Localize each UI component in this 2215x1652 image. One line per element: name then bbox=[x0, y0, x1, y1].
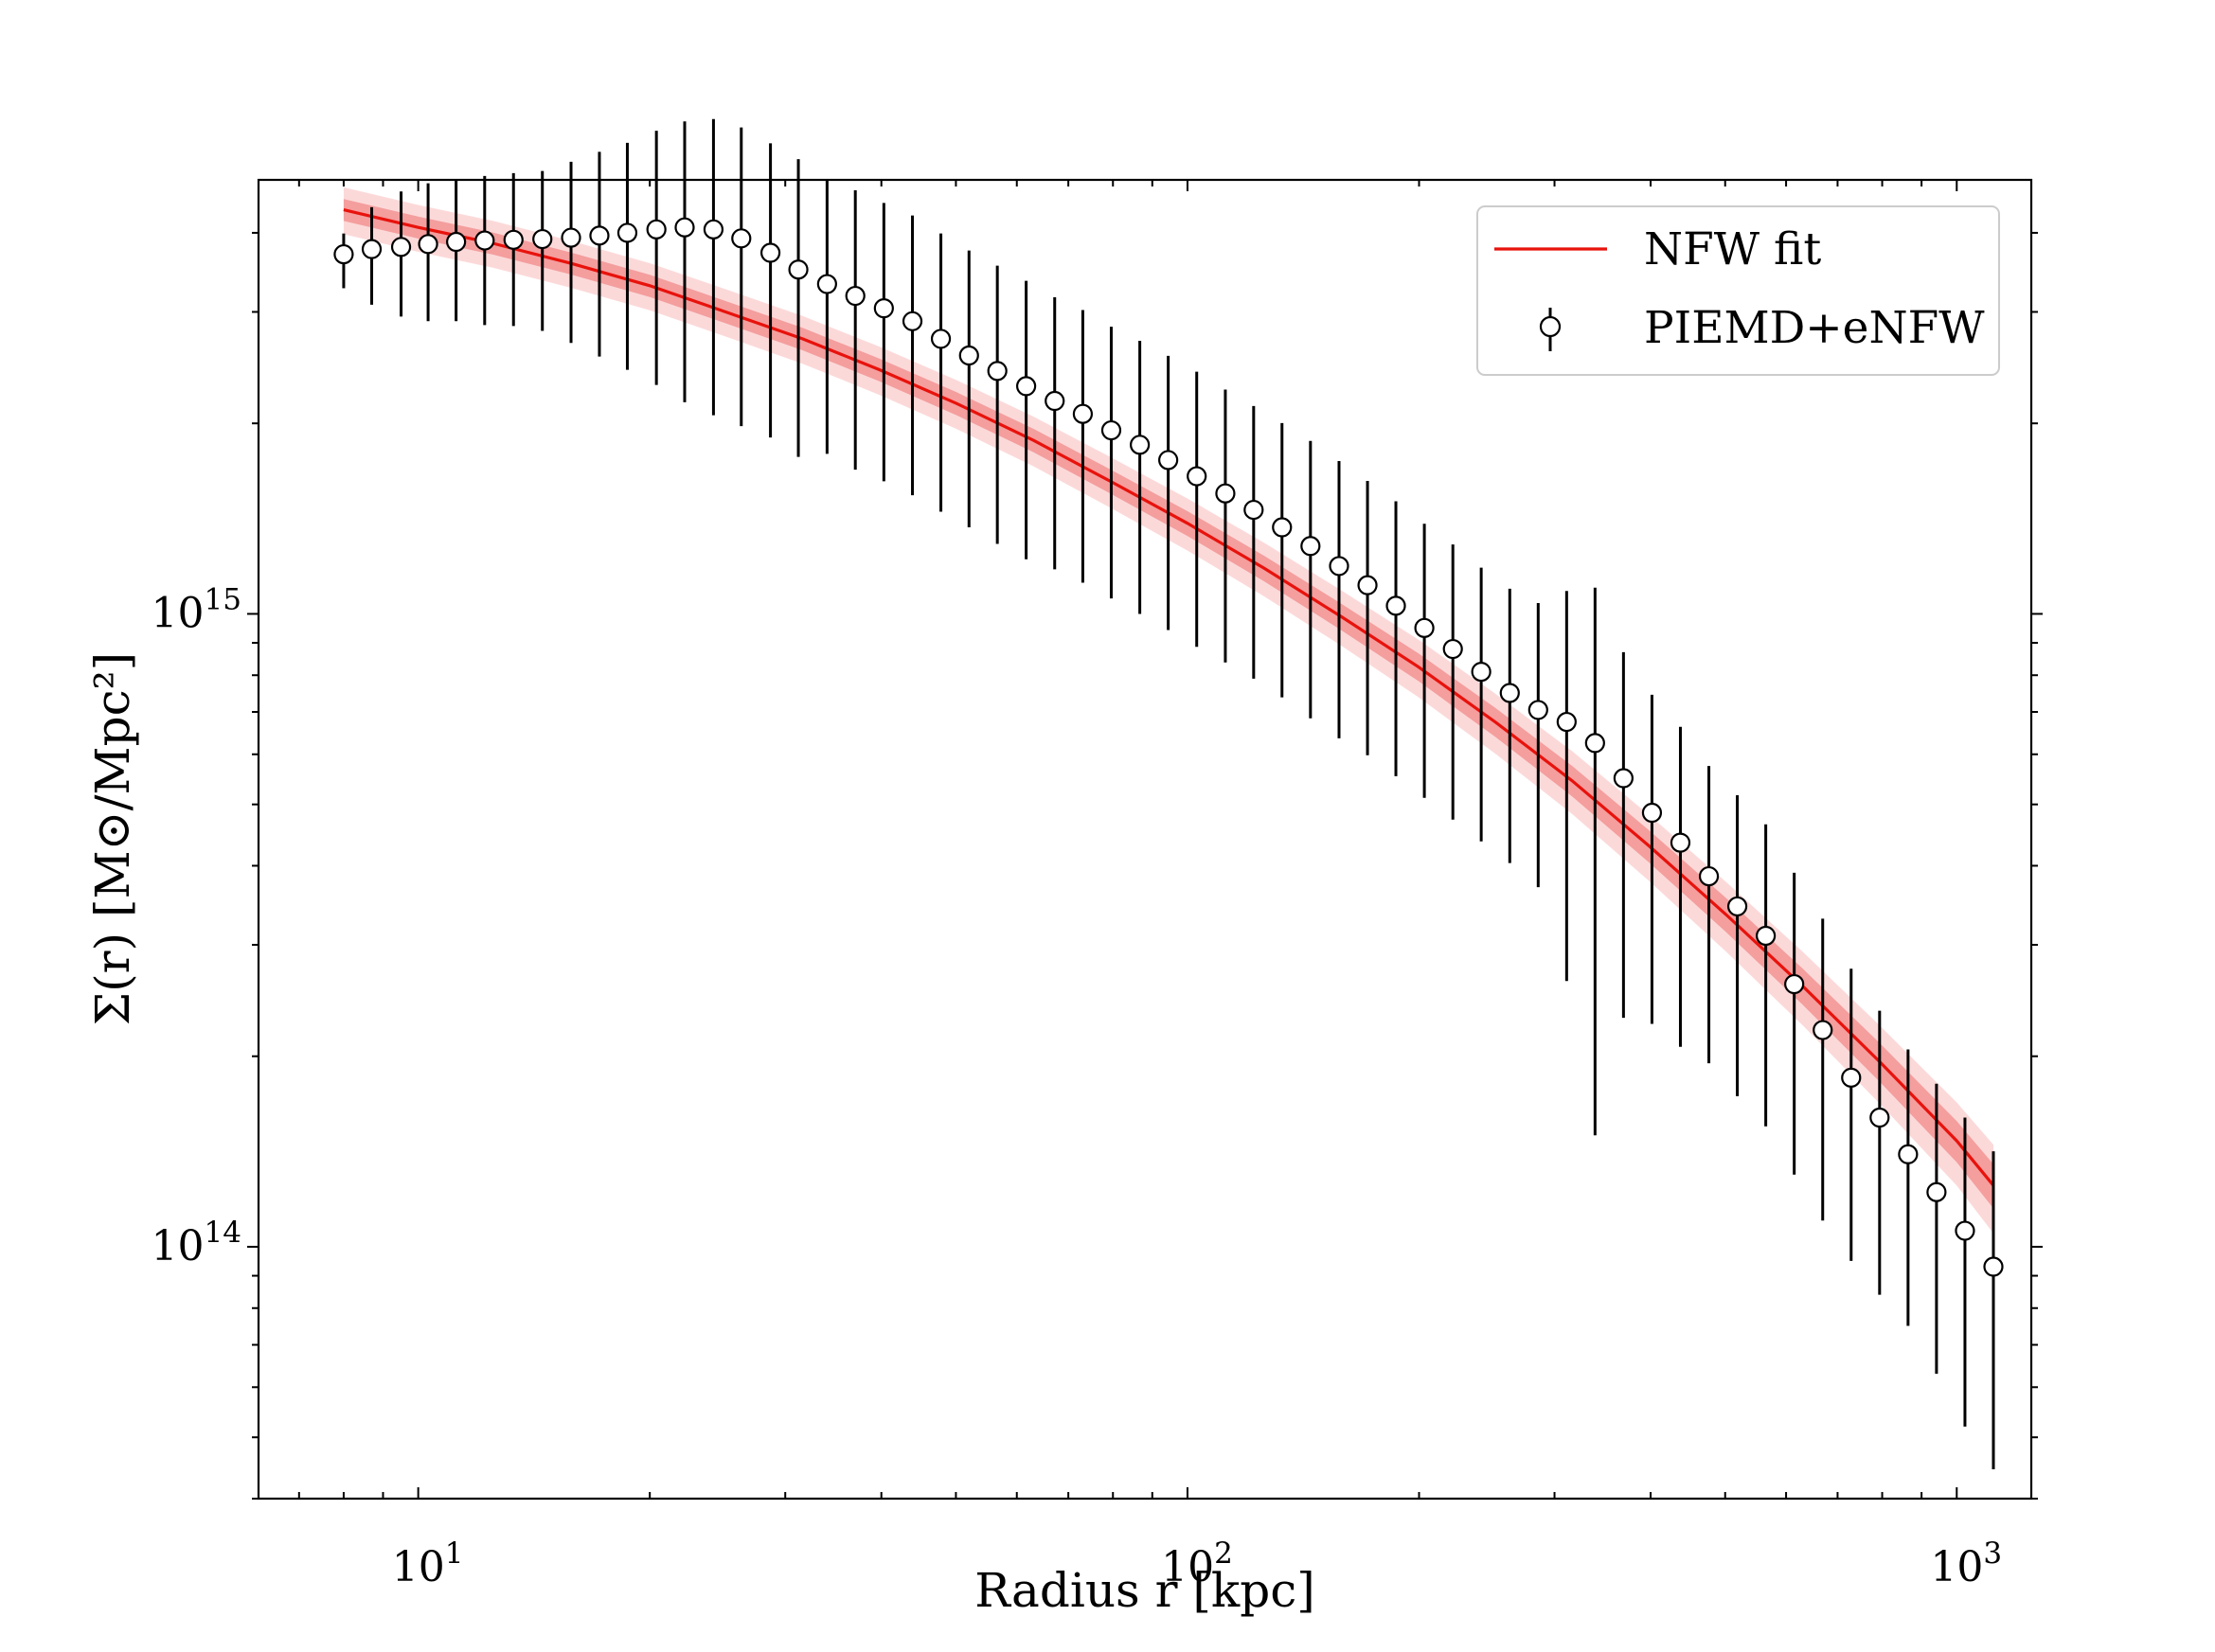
data-point bbox=[1187, 466, 1207, 487]
data-point bbox=[1556, 711, 1577, 733]
y-tick-label-1e14: 1014 bbox=[152, 1216, 241, 1270]
data-point bbox=[1784, 973, 1805, 995]
data-point bbox=[1100, 419, 1122, 441]
x-tick-100-base: 10 bbox=[1161, 1543, 1214, 1591]
y-axis-title: Σ(r) [M⊙/Mpc²] bbox=[85, 652, 140, 1025]
y-tick-labels: 1014 1015 bbox=[152, 582, 241, 1270]
data-point bbox=[1869, 1107, 1890, 1128]
x-tick-10-exp: 1 bbox=[445, 1537, 464, 1571]
data-point bbox=[788, 259, 809, 280]
y-tick-1e14-exp: 14 bbox=[205, 1216, 241, 1250]
data-point bbox=[1898, 1144, 1919, 1164]
x-tick-100-exp: 2 bbox=[1214, 1537, 1233, 1571]
data-point bbox=[1527, 700, 1548, 720]
data-point bbox=[1698, 865, 1720, 887]
data-point bbox=[1045, 390, 1065, 412]
data-point bbox=[1813, 1020, 1833, 1040]
data-point bbox=[987, 361, 1008, 382]
data-point bbox=[1385, 595, 1406, 616]
plot-frame bbox=[257, 178, 2033, 1501]
data-point bbox=[1357, 575, 1378, 595]
x-axis-title: Radius r [kpc] bbox=[974, 1563, 1314, 1618]
data-point bbox=[1329, 556, 1349, 577]
errorbar-group bbox=[342, 118, 1995, 1470]
data-point bbox=[446, 231, 467, 253]
data-point bbox=[902, 311, 923, 331]
y-tick-1e14-base: 10 bbox=[152, 1222, 205, 1270]
data-point bbox=[1300, 536, 1321, 557]
y-tick-label-1e15: 1015 bbox=[152, 582, 241, 637]
data-point bbox=[1272, 517, 1293, 538]
data-point bbox=[1072, 403, 1094, 424]
data-point bbox=[1584, 733, 1605, 754]
data-point bbox=[1955, 1220, 1975, 1241]
data-point bbox=[1726, 896, 1748, 917]
data-point bbox=[1670, 832, 1691, 853]
data-point bbox=[816, 274, 837, 294]
data-point bbox=[731, 228, 752, 249]
data-point bbox=[1983, 1256, 2004, 1277]
data-point bbox=[1442, 638, 1463, 660]
data-point bbox=[1499, 683, 1520, 703]
data-point bbox=[616, 222, 638, 243]
legend-marker-swatch bbox=[1539, 315, 1562, 338]
axis-ticks bbox=[247, 180, 2043, 1500]
data-point bbox=[1414, 617, 1435, 638]
legend: NFW fit PIEMD+eNFW bbox=[1476, 205, 2000, 376]
x-tick-1000-base: 10 bbox=[1930, 1543, 1983, 1591]
data-point bbox=[474, 230, 495, 251]
data-point bbox=[1016, 376, 1037, 397]
data-point bbox=[589, 225, 610, 246]
x-tick-label-100: 102 bbox=[1161, 1537, 1233, 1591]
data-point bbox=[503, 229, 524, 250]
y-tick-1e15-base: 10 bbox=[152, 589, 205, 637]
legend-label-fit: NFW fit bbox=[1644, 223, 1821, 275]
data-point bbox=[958, 345, 979, 366]
data-point bbox=[418, 234, 438, 255]
data-point bbox=[646, 219, 667, 240]
x-tick-label-1000: 103 bbox=[1930, 1537, 2002, 1591]
data-point bbox=[1841, 1067, 1862, 1088]
data-point bbox=[1756, 925, 1777, 947]
x-tick-labels: 101 102 103 bbox=[392, 1537, 2002, 1591]
legend-box bbox=[1476, 205, 2000, 376]
data-point bbox=[390, 237, 412, 258]
data-point bbox=[1926, 1181, 1947, 1202]
data-point bbox=[361, 239, 383, 259]
data-point bbox=[1158, 450, 1179, 471]
data-point bbox=[1130, 435, 1151, 455]
data-point bbox=[1641, 802, 1663, 824]
data-point bbox=[1471, 662, 1492, 683]
data-point bbox=[930, 329, 952, 349]
data-point bbox=[845, 285, 866, 307]
x-tick-label-10: 101 bbox=[392, 1537, 464, 1591]
x-tick-10-base: 10 bbox=[392, 1543, 445, 1591]
data-point bbox=[703, 219, 724, 240]
nfw-fit-line-group bbox=[343, 208, 1995, 1187]
nfw-fit-line bbox=[343, 208, 1995, 1187]
data-point bbox=[1613, 768, 1634, 789]
data-point bbox=[333, 243, 354, 265]
data-point bbox=[873, 298, 894, 319]
data-point bbox=[1215, 483, 1236, 504]
legend-label-points: PIEMD+eNFW bbox=[1644, 302, 1985, 354]
data-point bbox=[532, 228, 553, 250]
marker-group bbox=[333, 217, 2004, 1277]
data-point bbox=[1243, 499, 1264, 521]
data-point bbox=[674, 217, 695, 238]
data-point bbox=[759, 242, 781, 263]
x-tick-1000-exp: 3 bbox=[1983, 1537, 2002, 1571]
y-tick-1e15-exp: 15 bbox=[205, 582, 241, 616]
data-point bbox=[561, 227, 581, 248]
